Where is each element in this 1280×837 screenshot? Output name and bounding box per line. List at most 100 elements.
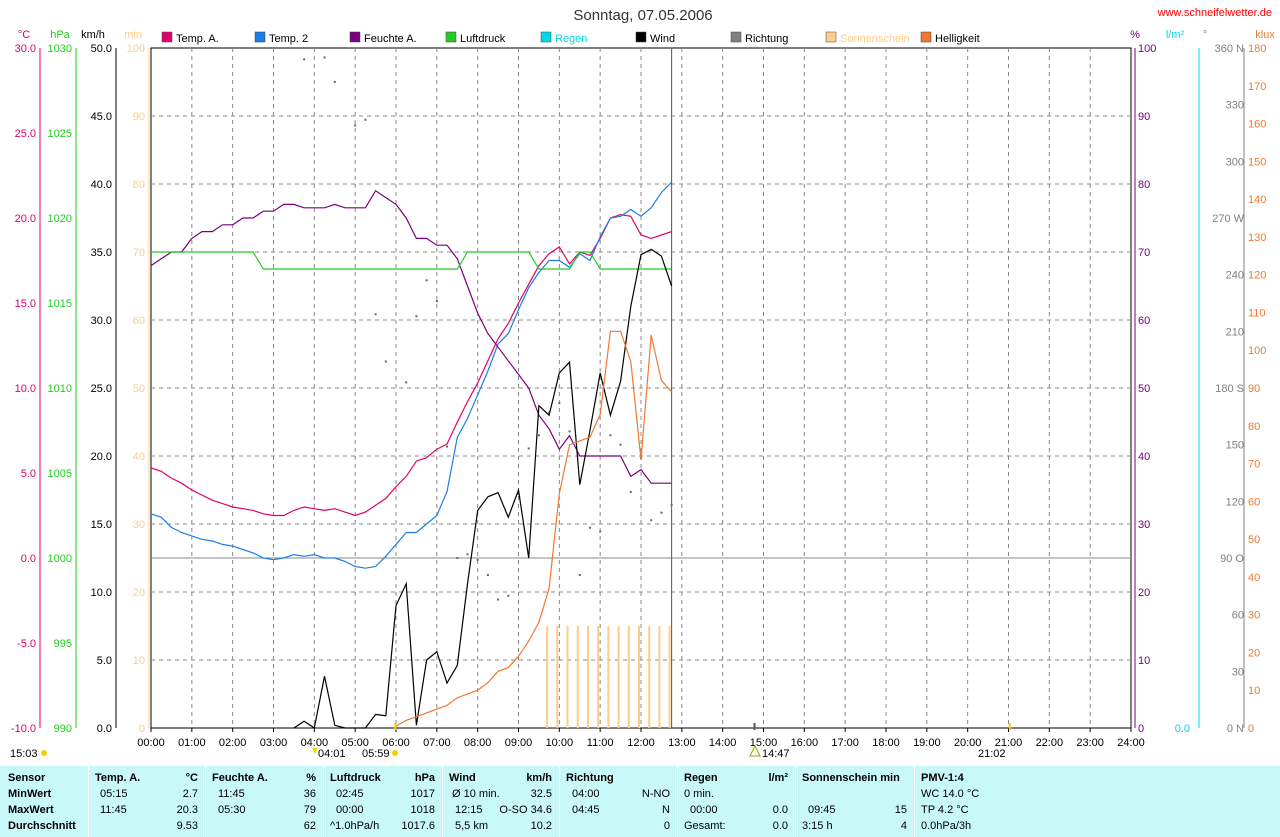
sun-axis-tick: 10 [133,655,145,667]
legend-label: Temp. A. [176,33,219,45]
brightness-tick: 150 [1248,156,1266,168]
direction-tick: 180 S [1215,383,1244,395]
direction-unit-label: ° [1203,29,1207,41]
temp-axis-tick: 0.0 [21,553,36,565]
direction-point [660,511,663,514]
richtung-r2: N [662,804,670,816]
sun-icon [41,750,47,756]
x-tick-label: 05:00 [341,737,369,749]
x-tick-label: 00:00 [137,737,165,749]
druck-max: 1018 [410,804,435,816]
pressure-axis-tick: 1020 [48,213,72,225]
site-link[interactable]: www.schneifelwetter.de [1157,7,1272,19]
feuchte-unit: % [306,772,316,784]
pressure-axis-tick: 995 [54,638,72,650]
temp-unit-label: °C [18,29,30,41]
x-tick-label: 13:00 [668,737,696,749]
brightness-tick: 30 [1248,610,1260,622]
direction-tick: 30 [1232,666,1244,678]
x-tick-label: 19:00 [913,737,941,749]
direction-point [486,574,489,576]
druck-unit: hPa [414,772,435,784]
direction-point [405,381,408,384]
direction-tick: 360 N [1215,43,1244,55]
legend-label: Regen [555,33,587,45]
brightness-tick: 170 [1248,81,1266,93]
direction-point [476,558,479,561]
brightness-tick: 20 [1248,647,1260,659]
pmv-title: PMV-1:4 [921,772,964,784]
x-tick-label: 01:00 [178,737,206,749]
sunset-label: 21:02 [978,748,1006,760]
direction-point [578,574,581,576]
legend-label: Sonnenschein [840,33,910,45]
wind-axis-tick: 10.0 [91,587,112,599]
x-tick-label: 11:00 [587,737,614,749]
sonne-r3-label: 3:15 h [802,820,833,832]
direction-point [527,447,530,450]
brightness-tick: 120 [1248,270,1266,282]
feuchte-min-time: 11:45 [218,788,245,800]
humidity-tick: 0 [1138,723,1144,735]
temp-axis-tick: 15.0 [15,298,36,310]
humidity-tick: 70 [1138,247,1150,259]
brightness-tick: 100 [1248,345,1266,357]
series-feuchte-a [150,189,672,484]
series-temp-2 [150,181,673,569]
legend-label: Feuchte A. [364,33,417,45]
brightness-tick: 0 [1248,723,1254,735]
x-tick-label: 14:00 [709,737,737,749]
wind-axis-tick: 40.0 [91,179,112,191]
regen-r1: 0 min. [684,788,714,800]
temp-axis-tick: -10.0 [11,723,36,735]
chart-axes: 00:00 01:00 02:00 03:00 04:00 05:00 06:00 07:00… [10,29,1275,760]
wind-axis-tick: 15.0 [91,519,112,531]
x-tick-label: 22:00 [1036,737,1064,749]
weather-chart: 00:00 01:00 02:00 03:00 04:00 05:00 06:00 07:00… [10,7,1275,760]
pressure-axis-tick: 990 [54,723,72,735]
brightness-tick: 140 [1248,194,1266,206]
legend-swatch [730,31,742,43]
x-tick-label: 24:00 [1117,737,1145,749]
legend-swatch [161,31,173,43]
temp-min-time: 05:15 [100,788,128,800]
direction-point [303,58,306,61]
wind-axis-tick: 45.0 [91,111,112,123]
wind-unit: km/h [526,772,552,784]
temp-min: 2.7 [182,788,198,800]
series-helligkeit [395,330,673,727]
brightness-tick: 160 [1248,119,1266,131]
wind-r1: 32.5 [530,788,552,800]
legend-label: Luftdruck [460,33,506,45]
sonne-r3: 4 [900,820,907,832]
direction-point [650,519,653,522]
regen-title: Regen [684,772,718,784]
dawn-label: 04:01 [318,748,346,760]
x-tick-label: 17:00 [831,737,859,749]
chart-grid [150,47,1132,729]
wind-r1-label: Ø 10 min. [452,788,500,800]
moon-icon [749,744,761,757]
richtung-title: Richtung [566,772,614,784]
legend-label: Helligkeit [935,33,980,45]
x-tick-label: 20:00 [954,737,982,749]
direction-tick: 0 N [1227,723,1244,735]
legend-label: Wind [650,33,675,45]
x-tick-label: 18:00 [872,737,900,749]
druck-min-time: 02:45 [336,788,364,800]
brightness-tick: 90 [1248,383,1260,395]
brightness-tick: 180 [1248,43,1266,55]
brightness-unit-label: klux [1255,29,1275,41]
direction-tick: 270 W [1212,213,1244,225]
wind-title: Wind [449,772,476,784]
direction-tick: 300 [1226,156,1244,168]
row-label-max: MaxWert [8,804,54,816]
wind-axis-tick: 0.0 [97,723,112,735]
brightness-tick: 60 [1248,496,1260,508]
regen-r3-label: Gesamt: [684,820,726,832]
pressure-axis-tick: 1015 [48,298,72,310]
legend-swatch [445,31,457,43]
sunrise-label: 05:59 [362,748,390,760]
brightness-tick: 50 [1248,534,1260,546]
series-wind [293,248,673,729]
